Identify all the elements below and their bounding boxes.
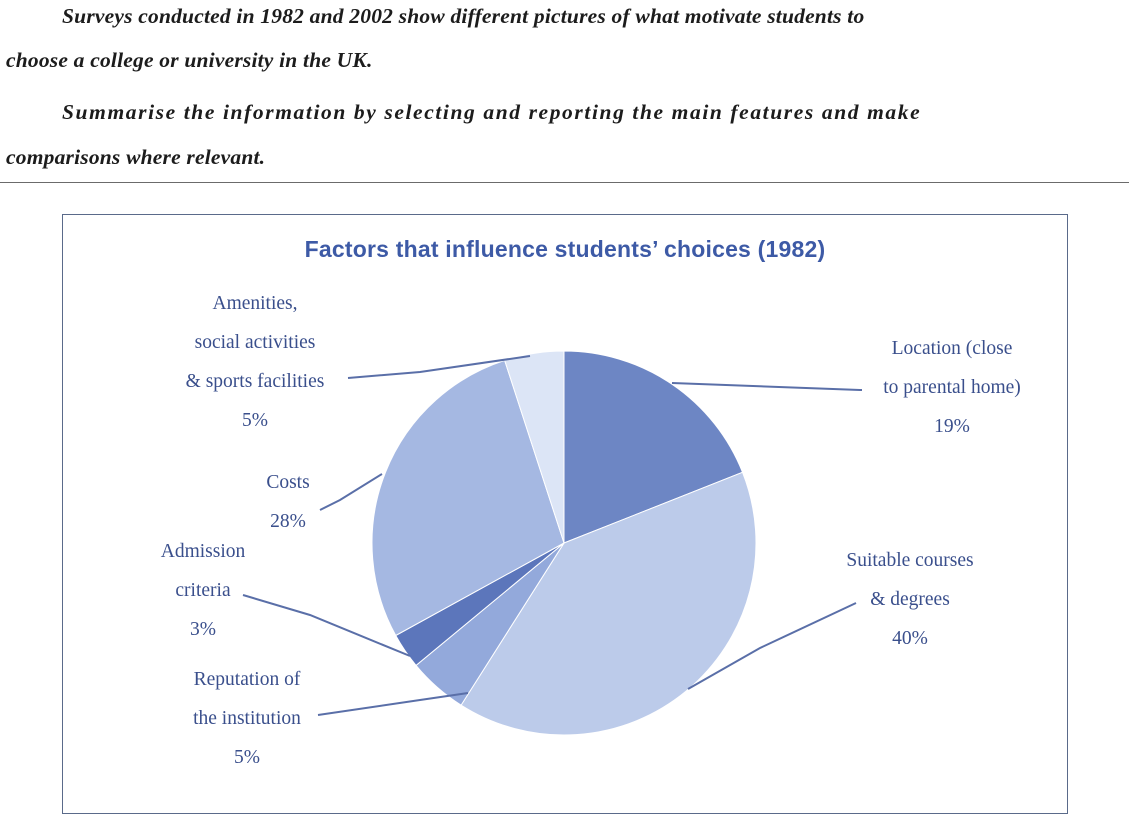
label-reputation-line-2: the institution xyxy=(193,708,301,729)
leader-line-amenities xyxy=(347,355,531,379)
pie-slice-suitable-courses xyxy=(460,471,757,736)
leader-line-reputation xyxy=(317,692,469,716)
label-amenities-line-1: Amenities, xyxy=(212,293,298,314)
leader-line-costs xyxy=(319,473,383,511)
label-suitable-courses: Suitable courses & degrees 40% xyxy=(805,541,1015,658)
leader-line-admission xyxy=(242,594,411,657)
label-amenities: Amenities, social activities & sports fa… xyxy=(150,284,360,440)
label-costs: Costs 28% xyxy=(228,463,348,541)
pie-chart xyxy=(242,350,862,736)
label-amenities-line-3: & sports facilities xyxy=(185,371,325,392)
pie-slice-costs xyxy=(371,359,565,637)
label-costs-line-1: Costs xyxy=(266,472,310,493)
prompt-line-1a: Surveys conducted in 1982 and 2002 show … xyxy=(62,4,865,28)
label-amenities-value: 5% xyxy=(242,410,268,431)
label-admission-line-1: Admission xyxy=(160,541,246,562)
label-location-line-1: Location (close xyxy=(891,338,1013,359)
leader-lines xyxy=(242,355,862,716)
label-costs-value: 28% xyxy=(270,511,306,532)
prompt-line-2a: Summarise the information by selecting a… xyxy=(62,100,922,124)
label-reputation-value: 5% xyxy=(234,747,260,768)
label-location-value: 19% xyxy=(934,416,970,437)
label-admission-line-2: criteria xyxy=(175,580,231,601)
label-admission: Admission criteria 3% xyxy=(128,532,278,649)
label-reputation-line-1: Reputation of xyxy=(193,669,301,690)
label-suitable-courses-line-1: Suitable courses xyxy=(846,550,974,571)
label-location-line-2: to parental home) xyxy=(883,377,1021,398)
label-location: Location (close to parental home) 19% xyxy=(852,329,1052,446)
label-admission-value: 3% xyxy=(190,619,216,640)
label-suitable-courses-line-2: & degrees xyxy=(870,589,950,610)
chart-title: Factors that influence students’ choices… xyxy=(304,236,826,262)
pie-slice-location xyxy=(563,350,744,544)
pie-slices xyxy=(371,350,757,736)
label-suitable-courses-value: 40% xyxy=(892,628,928,649)
leader-line-suitable-courses xyxy=(687,602,857,690)
label-reputation: Reputation of the institution 5% xyxy=(147,660,347,777)
prompt-line-1b: choose a college or university in the UK… xyxy=(6,48,373,72)
leader-line-location xyxy=(671,382,862,391)
divider-line xyxy=(0,182,1129,183)
label-amenities-line-2: social activities xyxy=(194,332,316,353)
prompt-line-2b: comparisons where relevant. xyxy=(6,145,266,169)
